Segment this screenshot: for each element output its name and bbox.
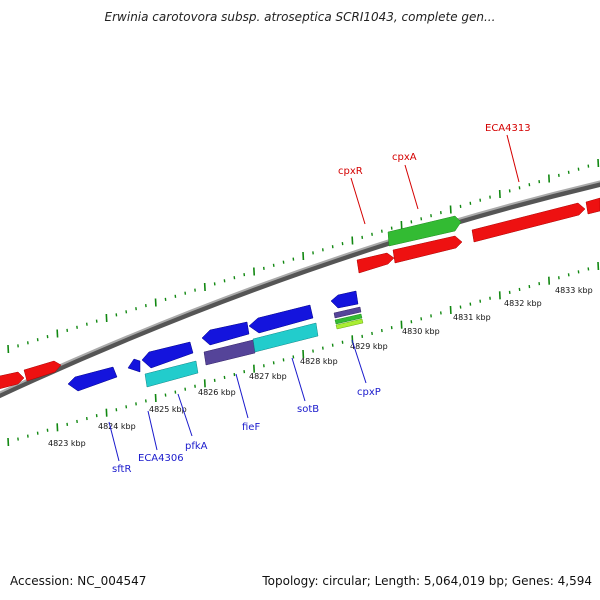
forward-strand-genes [0,197,600,390]
gene-arrow-cyan[interactable] [252,322,319,353]
gene-label-pfka[interactable]: pfkA [185,441,208,452]
kbp-label: 4832 kbp [504,299,542,308]
backbone-shadow [0,181,600,399]
kbp-label: 4823 kbp [48,439,86,448]
gene-arrow-green[interactable] [387,215,462,247]
kbp-label: 4830 kbp [402,327,440,336]
leader-line [147,410,158,451]
genome-summary-text: Topology: circular; Length: 5,064,019 bp… [262,574,592,588]
gene-label-cpxa[interactable]: cpxA [392,152,417,163]
leader-line [235,373,249,419]
gene-arrow[interactable] [201,321,250,346]
kbp-label: 4827 kbp [249,372,287,381]
leader-line [291,357,306,402]
gene-arrow[interactable] [248,304,314,334]
gene-arrow-lime[interactable] [335,318,364,330]
gene-label-fief[interactable]: fieF [242,422,260,433]
gene-arrow[interactable] [141,341,194,369]
kbp-labels: 4823 kbp 4824 kbp 4825 kbp 4826 kbp 4827… [48,286,593,448]
gene-arrow[interactable] [0,371,25,390]
gene-arrow[interactable] [585,197,600,215]
gene-arrow[interactable] [67,366,118,392]
forward-gene-labels: cpxR cpxA ECA4313 [338,123,531,225]
gene-arrow[interactable] [471,202,586,243]
gene-arrow-cyan[interactable] [144,360,199,388]
gene-label-sftr[interactable]: sftR [112,464,131,475]
gene-arrow[interactable] [127,358,141,373]
backbone [0,180,600,394]
kbp-label: 4833 kbp [555,286,593,295]
inner-tick-row [7,261,600,447]
leader-line [108,421,120,462]
gene-label-cpxr[interactable]: cpxR [338,166,363,177]
gene-arrow[interactable] [392,235,463,264]
leader-line [404,164,419,210]
gene-arrow[interactable] [23,360,62,382]
leader-line [177,393,193,437]
map-title: Erwinia carotovora subsp. atroseptica SC… [104,10,496,24]
gene-arrow[interactable] [330,290,359,309]
gene-label-cpxp[interactable]: cpxP [357,387,381,398]
gene-arrow-purple[interactable] [203,339,256,366]
gene-label-eca4306[interactable]: ECA4306 [138,453,184,464]
gene-label-sotb[interactable]: sotB [297,404,319,415]
leader-line [350,177,366,225]
leader-line [506,134,520,183]
kbp-label: 4831 kbp [453,313,491,322]
leader-line [351,339,367,384]
gene-arrow[interactable] [356,252,395,274]
kbp-label: 4826 kbp [198,388,236,397]
gene-label-eca4313[interactable]: ECA4313 [485,123,531,134]
kbp-label: 4825 kbp [149,405,187,414]
outer-tick-row [7,158,600,354]
reverse-strand-genes [67,290,364,392]
accession-text: Accession: NC_004547 [10,574,147,588]
reverse-gene-labels: sftR ECA4306 pfkA fieF sotB cpxP [108,339,381,475]
kbp-label: 4828 kbp [300,357,338,366]
gene-arrow-purple[interactable] [333,306,362,319]
gene-arrow-green[interactable] [334,313,363,325]
kbp-label: 4829 kbp [350,342,388,351]
kbp-label: 4824 kbp [98,422,136,431]
